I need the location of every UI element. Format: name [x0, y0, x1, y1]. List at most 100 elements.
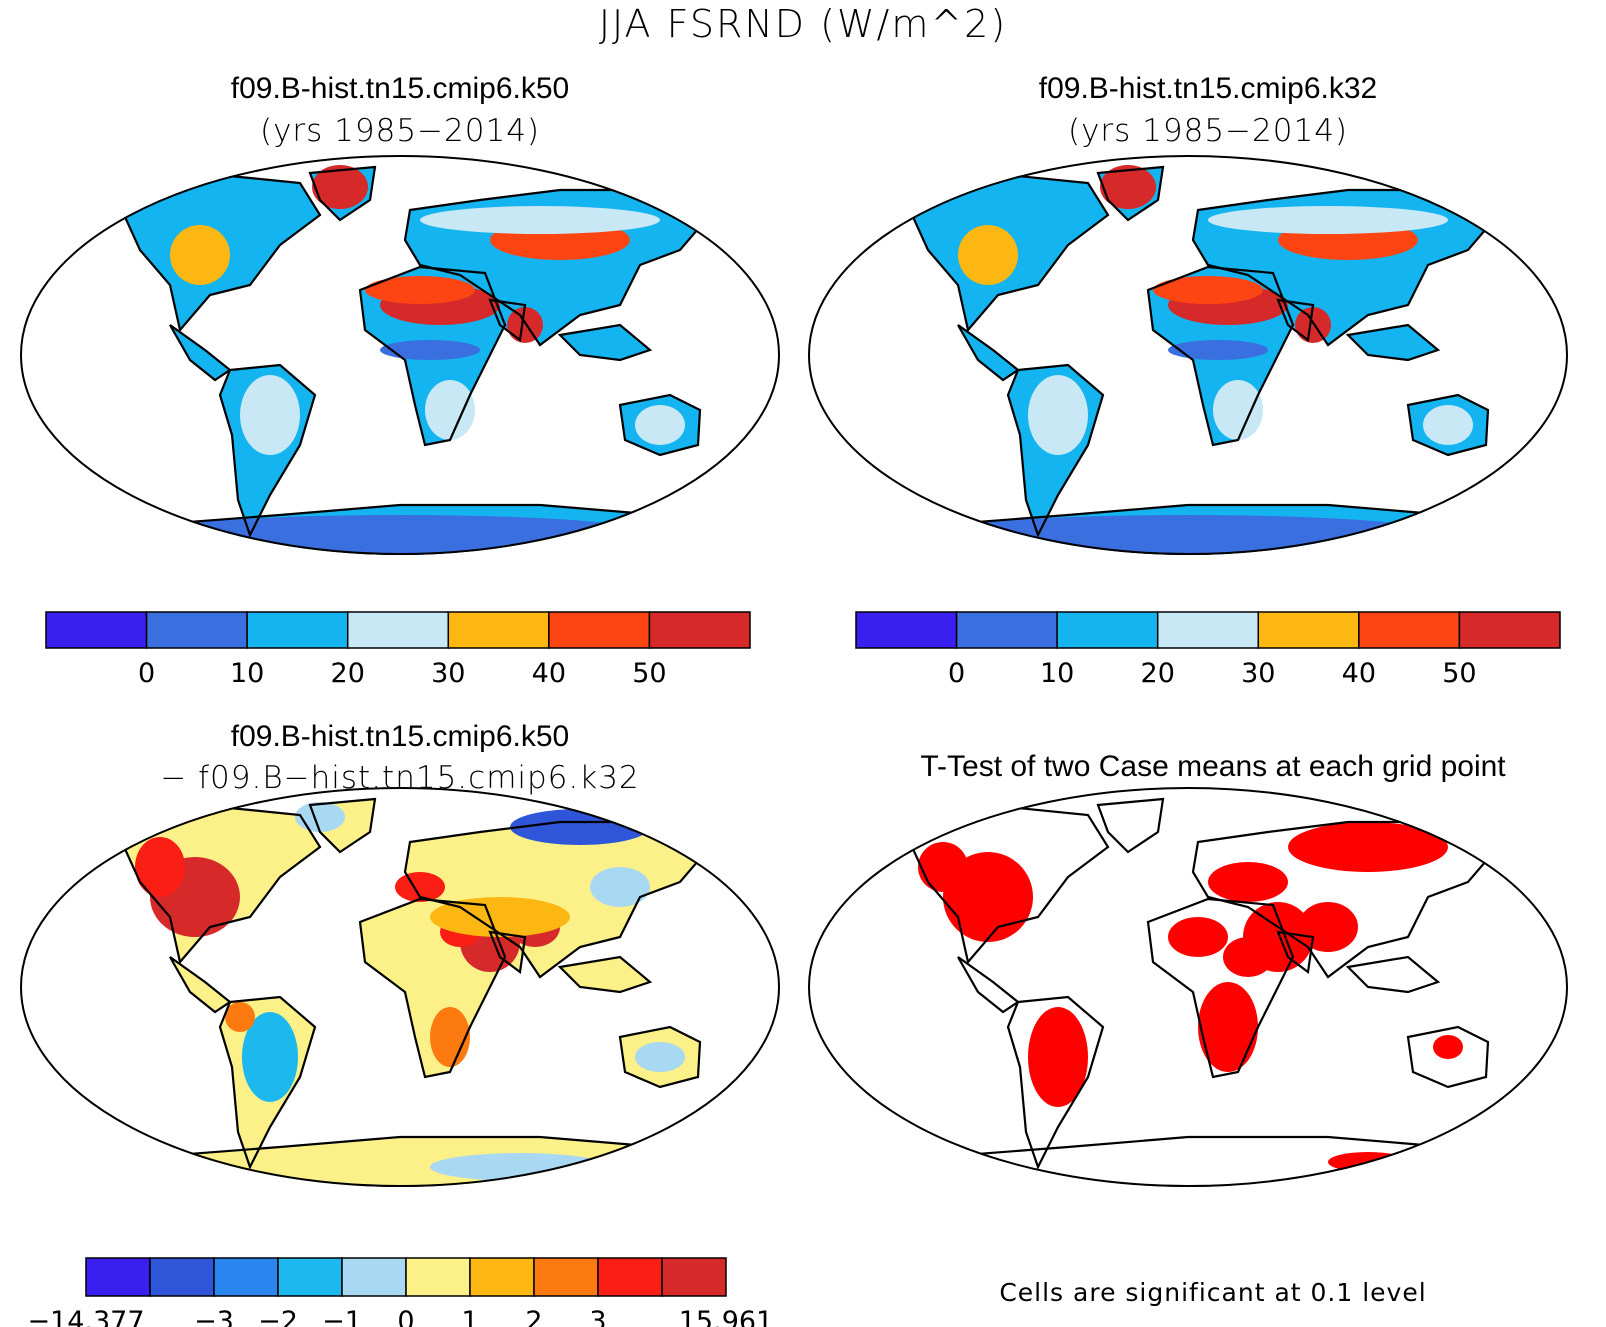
map-top-left-field-5	[170, 225, 230, 285]
map-top-right	[808, 155, 1568, 555]
colorbar-top-left-tick-2: 20	[331, 658, 365, 689]
map-top-right-field-8	[1213, 380, 1263, 440]
map-diff-field-14	[430, 1153, 610, 1181]
colorbar-top-right-tick-1: 10	[1040, 658, 1074, 689]
map-diff-field-13	[295, 802, 345, 832]
colorbar-top-left-tick-1: 10	[230, 658, 264, 689]
colorbar-top-right-tick-5: 50	[1442, 658, 1476, 689]
colorbar-diff-box-3	[277, 1257, 343, 1297]
panel-subtitle-top-right: (yrs 1985−2014)	[1067, 113, 1349, 149]
colorbar-top-right-box-6	[1458, 611, 1561, 649]
colorbar-diff-box-2	[213, 1257, 279, 1297]
map-top-right-field-0	[1100, 165, 1156, 209]
colorbar-diff-box-1	[149, 1257, 215, 1297]
figure-title: JJA FSRND (W/m^2)	[598, 2, 1008, 46]
map-diff-field-11	[635, 1042, 685, 1072]
panel-title-diff: f09.B-hist.tn15.cmip6.k50	[230, 720, 570, 753]
colorbar-diff-box-7	[533, 1257, 599, 1297]
panel-title-top-right: f09.B-hist.tn15.cmip6.k32	[1038, 72, 1378, 105]
map-top-left	[20, 155, 780, 555]
map-top-right-field-6	[1208, 206, 1448, 234]
map-diff	[20, 787, 780, 1187]
map-ttest-field-3	[1298, 902, 1358, 952]
map-diff-field-9	[225, 1002, 255, 1032]
map-top-right-field-7	[1028, 375, 1088, 455]
map-top-left-field-6	[420, 206, 660, 234]
colorbar-top-right-box-0	[855, 611, 958, 649]
colorbar-top-right: 0 10 20 30 40 50	[855, 611, 1561, 689]
colorbar-top-left-box-2	[246, 611, 349, 649]
colorbar-top-right-box-2	[1056, 611, 1159, 649]
colorbar-diff: −14.377 −3 −2 −1 0 1 2 3 15.961	[27, 1257, 773, 1327]
colorbar-diff-box-5	[405, 1257, 471, 1297]
colorbar-diff-tick-1: −3	[194, 1306, 234, 1327]
colorbar-top-left-box-5	[548, 611, 651, 649]
panel-subtitle-top-left: (yrs 1985−2014)	[259, 113, 541, 149]
colorbar-top-left-tick-0: 0	[138, 658, 155, 689]
colorbar-top-right-box-1	[955, 611, 1058, 649]
colorbar-top-right-box-5	[1358, 611, 1461, 649]
colorbar-diff-box-0	[85, 1257, 151, 1297]
map-top-right-field-10	[928, 515, 1448, 555]
map-diff-field-12	[590, 867, 650, 907]
map-ttest-field-8	[1198, 982, 1258, 1072]
ttest-note: Cells are significant at 0.1 level	[999, 1278, 1427, 1307]
map-top-left-field-0	[312, 165, 368, 209]
map-ttest-field-6	[1168, 917, 1228, 957]
colorbar-diff-tick-8: 15.961	[679, 1306, 773, 1327]
map-ttest-field-5	[1208, 862, 1288, 902]
colorbar-diff-tick-5: 1	[461, 1306, 478, 1327]
colorbar-top-left-box-0	[45, 611, 148, 649]
colorbar-top-right-tick-3: 30	[1241, 658, 1275, 689]
colorbar-diff-tick-4: 0	[397, 1306, 414, 1327]
panel-title-ttest: T-Test of two Case means at each grid po…	[920, 750, 1506, 783]
map-ttest-field-1	[918, 842, 968, 892]
panel-title-top-left: f09.B-hist.tn15.cmip6.k50	[230, 72, 570, 105]
map-ttest-border	[808, 787, 1568, 1187]
colorbar-diff-box-8	[597, 1257, 663, 1297]
colorbar-top-left-box-1	[145, 611, 248, 649]
map-diff-field-7	[430, 897, 570, 937]
map-diff-border	[20, 787, 780, 1187]
map-top-left-field-9	[635, 405, 685, 445]
map-ttest-field-4	[1288, 822, 1448, 872]
map-top-right-field-11	[1168, 340, 1268, 360]
colorbar-top-right-box-3	[1156, 611, 1260, 649]
map-top-left-field-3	[507, 307, 543, 343]
map-diff-field-10	[430, 1007, 470, 1067]
colorbar-top-right-box-4	[1257, 611, 1360, 649]
colorbar-diff-tick-3: −1	[322, 1306, 362, 1327]
colorbar-diff-tick-7: 3	[589, 1306, 606, 1327]
colorbar-diff-tick-2: −2	[258, 1306, 298, 1327]
map-top-left-field-8	[425, 380, 475, 440]
map-top-left-field-11	[380, 340, 480, 360]
map-top-right-field-3	[1295, 307, 1331, 343]
colorbar-diff-tick-0: −14.377	[27, 1306, 144, 1327]
colorbar-diff-box-6	[469, 1257, 535, 1297]
map-ttest-field-10	[1433, 1035, 1463, 1059]
colorbar-top-left-box-3	[346, 611, 450, 649]
colorbar-top-right-tick-2: 20	[1141, 658, 1175, 689]
colorbar-top-left-tick-3: 30	[431, 658, 465, 689]
map-top-right-border	[808, 155, 1568, 555]
colorbar-top-right-tick-0: 0	[948, 658, 965, 689]
colorbar-top-left-tick-4: 40	[532, 658, 566, 689]
map-ttest-field-7	[1028, 1007, 1088, 1107]
colorbar-top-left-box-6	[648, 611, 751, 649]
map-top-left-field-7	[240, 375, 300, 455]
map-top-left-border	[20, 155, 780, 555]
map-top-right-field-2	[1153, 276, 1263, 304]
colorbar-top-left-box-4	[447, 611, 550, 649]
colorbar-top-right-tick-4: 40	[1342, 658, 1376, 689]
map-diff-field-5	[395, 872, 445, 902]
map-top-left-field-10	[140, 515, 660, 555]
colorbar-top-left: 0 10 20 30 40 50	[45, 611, 751, 689]
map-top-right-field-5	[958, 225, 1018, 285]
colorbar-diff-tick-6: 2	[525, 1306, 542, 1327]
map-ttest-field-9	[1223, 937, 1273, 977]
colorbar-top-left-tick-5: 50	[632, 658, 666, 689]
map-top-right-field-9	[1423, 405, 1473, 445]
map-ttest	[808, 787, 1568, 1187]
map-top-left-field-2	[365, 276, 475, 304]
